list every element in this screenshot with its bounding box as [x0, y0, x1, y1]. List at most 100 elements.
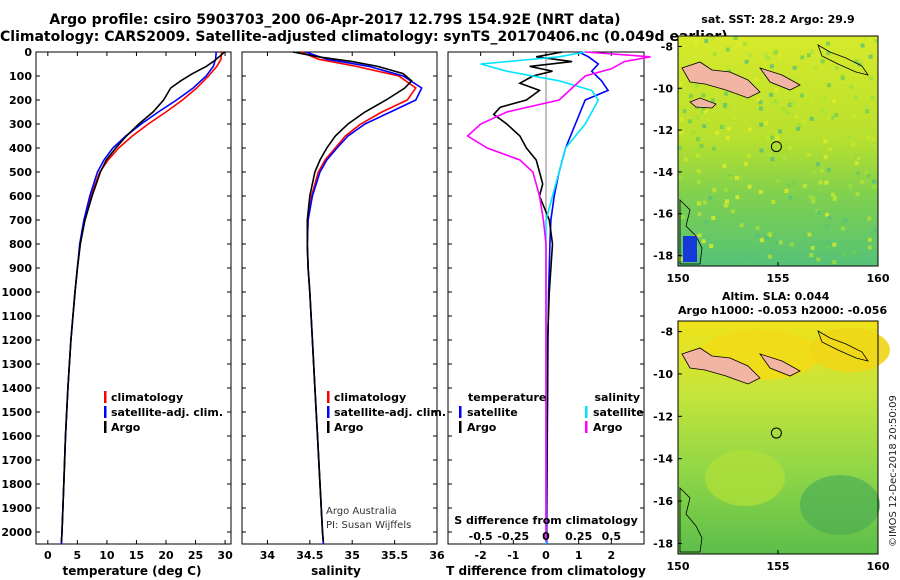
difference-legend: temperature satellite Argo salinity sate…	[459, 391, 644, 434]
sst-pixel	[688, 119, 693, 124]
sst-pixel	[792, 65, 797, 70]
t-difference-xlabel: T difference from climatology	[446, 564, 646, 578]
sst-pixel	[678, 176, 683, 180]
sst-pixel	[786, 183, 791, 188]
sst-pixel	[703, 109, 708, 114]
sst-pixel	[694, 51, 699, 56]
sst-pixel	[709, 244, 714, 248]
sst-pixel	[765, 235, 769, 240]
sst-pixel	[832, 260, 837, 264]
sla-low	[800, 475, 880, 535]
sst-pixel	[689, 94, 694, 98]
salinity-legend: climatology satellite-adj. clim. Argo	[327, 391, 446, 434]
sst-pixel	[697, 233, 702, 238]
sst-pixel	[865, 109, 870, 114]
sst-pixel	[694, 83, 699, 88]
legend-label-temp-argo: Argo	[467, 421, 497, 434]
sst-pixel	[678, 87, 683, 92]
sst-pixel	[770, 135, 774, 140]
sst-pixel	[824, 180, 829, 185]
sst-pixel	[756, 97, 760, 102]
legend-salinity-heading: salinity	[594, 391, 640, 404]
sst-pixel	[806, 53, 811, 58]
sst-pixel	[855, 192, 860, 197]
series-climatology	[60, 51, 223, 545]
sst-pixel	[774, 47, 779, 52]
x-tick-label: 15	[129, 549, 144, 562]
sst-pixel	[852, 113, 857, 118]
sst-pixel	[827, 115, 832, 120]
sst-pixel	[826, 57, 831, 62]
sst-pixel	[816, 210, 821, 215]
legend-swatch-argo	[327, 421, 330, 433]
x-tick-label: -1	[507, 549, 519, 562]
sst-pixel	[758, 189, 763, 194]
sst-pixel	[789, 102, 794, 106]
sla-map: Altim. SLA: 0.044 Argo h1000: -0.053 h20…	[653, 290, 890, 573]
s-diff-tick-label: -0.5	[469, 530, 493, 543]
coast-australia	[679, 199, 703, 265]
sst-pixel	[777, 216, 781, 221]
x-tick-label: 10	[99, 549, 115, 562]
sst-pixel	[822, 96, 827, 101]
map-lat-label: -12	[653, 410, 673, 423]
s-diff-tick-label: 0.5	[602, 530, 622, 543]
sst-map-title: sat. SST: 28.2 Argo: 29.9	[701, 13, 854, 26]
sst-pixel	[789, 77, 793, 82]
depth-tick-label: 1900	[1, 502, 32, 515]
sst-pixel	[863, 217, 868, 222]
sst-pixel	[769, 64, 774, 69]
depth-tick-label: 1500	[1, 406, 32, 419]
sst-pixel	[827, 83, 831, 88]
argo-position-marker	[770, 427, 782, 439]
s-diff-tick-label: 0.25	[565, 530, 592, 543]
sst-pixel	[772, 51, 777, 55]
sst-pixel	[704, 220, 709, 225]
sst-pixel	[864, 36, 869, 41]
sst-pixel	[744, 59, 749, 64]
sst-pixel	[840, 76, 845, 81]
sst-pixel	[757, 222, 762, 227]
sst-pixel	[728, 176, 733, 180]
sst-pixel	[823, 155, 828, 160]
legend-label-climatology: climatology	[334, 391, 406, 404]
sst-pixel	[702, 124, 707, 129]
sst-pixel	[847, 135, 852, 140]
sst-pixel	[809, 116, 814, 121]
x-tick-label: 30	[217, 549, 233, 562]
map-lon-label: 160	[867, 272, 890, 285]
sst-pixel	[695, 137, 700, 142]
sst-pixel	[791, 112, 796, 117]
sst-pixel	[695, 153, 700, 158]
series-salinity-argo	[466, 51, 651, 542]
sst-pixel	[681, 214, 685, 219]
x-tick-label: 34.5	[296, 549, 323, 562]
map-lat-label: -8	[661, 40, 673, 53]
annotation-institution: Argo Australia	[326, 506, 397, 517]
sst-pixel	[867, 245, 872, 250]
sst-pixel	[840, 226, 845, 231]
island-reef	[689, 97, 717, 109]
sst-pixel	[840, 74, 845, 79]
depth-tick-label: 1300	[1, 358, 32, 371]
sst-pixel	[724, 187, 729, 192]
x-tick-label: 20	[158, 549, 174, 562]
sst-pixel	[798, 158, 803, 163]
depth-tick-label: 500	[9, 166, 32, 179]
sst-pixel	[832, 99, 836, 104]
sst-pixel	[818, 180, 823, 185]
sst-pixel	[809, 99, 814, 104]
series-temperature-argo	[492, 51, 573, 542]
depth-tick-label: 1600	[1, 430, 32, 443]
sst-pixel	[867, 237, 872, 242]
sst-pixel	[712, 188, 717, 193]
sst-pixel	[858, 73, 863, 78]
x-tick-label: 1	[575, 549, 583, 562]
sst-pixel	[697, 201, 702, 206]
map-lat-label: -18	[653, 537, 673, 550]
sst-pixel	[781, 107, 786, 112]
sst-pixel	[832, 197, 837, 202]
sst-pixel	[764, 53, 769, 58]
map-lon-label: 160	[867, 560, 890, 573]
